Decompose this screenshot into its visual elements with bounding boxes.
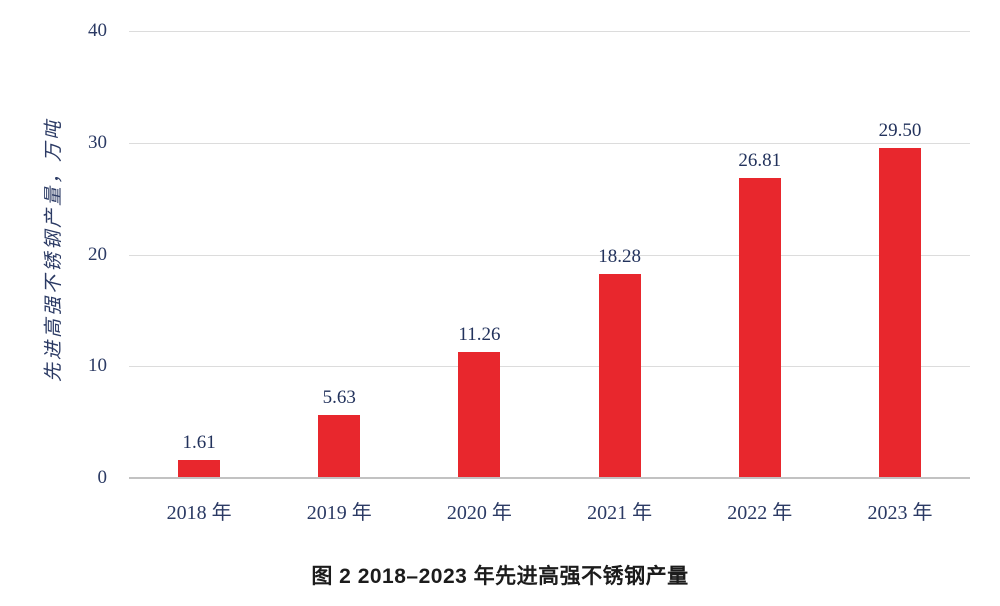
y-tick-10: 10 — [88, 355, 107, 377]
x-axis-labels: 2018 年 2019 年 2020 年 2021 年 2022 年 2023 … — [129, 496, 970, 525]
x-tick-2023: 2023 年 — [867, 502, 933, 524]
plot-area: 1.61 5.63 11.26 18.28 26.81 29.50 — [129, 31, 970, 479]
gridline-20 — [129, 254, 970, 256]
bar-group-2022: 26.81 — [690, 31, 830, 478]
bar-value-label: 5.63 — [322, 387, 356, 409]
bar-value-label: 26.81 — [738, 150, 782, 172]
bar-2020 — [458, 352, 501, 478]
bar-group-2021: 18.28 — [550, 31, 690, 478]
x-tick-2020: 2020 年 — [446, 502, 512, 524]
bar-group-2018: 1.61 — [129, 31, 269, 478]
bar-value-label: 29.50 — [878, 120, 922, 142]
gridline-30 — [129, 142, 970, 144]
x-tick-2018: 2018 年 — [166, 502, 232, 524]
y-tick-0: 0 — [97, 467, 108, 488]
bar-2022 — [738, 178, 781, 478]
bar-2023 — [878, 148, 921, 478]
figure-caption: 图 2 2018–2023 年先进高强不锈钢产量 — [311, 565, 689, 588]
bar-group-2020: 11.26 — [409, 31, 549, 478]
bars-container: 1.61 5.63 11.26 18.28 26.81 29.50 — [129, 31, 970, 478]
bar-group-2019: 5.63 — [269, 31, 409, 478]
bar-value-label: 1.61 — [182, 432, 216, 454]
x-axis-line — [129, 477, 970, 479]
bar-group-2023: 29.50 — [830, 31, 970, 478]
x-tick-2022: 2022 年 — [727, 502, 793, 524]
bar-2019 — [318, 415, 361, 478]
bar-2021 — [598, 273, 641, 478]
y-tick-40: 40 — [88, 20, 107, 41]
x-tick-2021: 2021 年 — [587, 502, 653, 524]
bar-value-label: 18.28 — [598, 245, 641, 267]
bar-2018 — [178, 460, 221, 478]
x-tick-2019: 2019 年 — [306, 502, 372, 524]
bar-value-label: 11.26 — [458, 324, 501, 346]
gridline-40 — [129, 31, 970, 32]
y-tick-30: 30 — [88, 131, 107, 153]
gridline-10 — [129, 366, 970, 368]
y-tick-20: 20 — [88, 243, 107, 265]
